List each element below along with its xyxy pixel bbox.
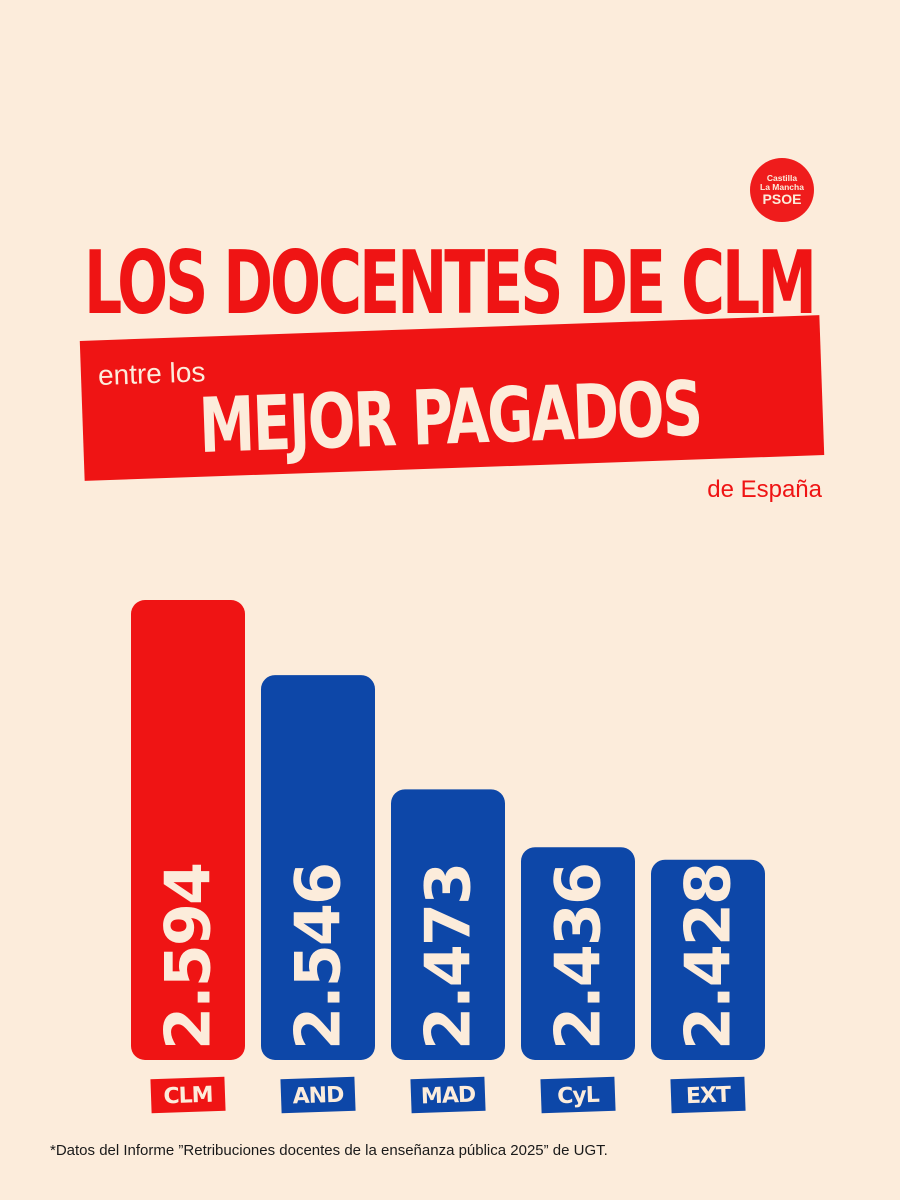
category-label-box (150, 1076, 226, 1114)
psoe-logo: Castilla La Mancha PSOE (750, 158, 814, 222)
bar-value-label: 2.594 (152, 864, 225, 1050)
footnote: *Datos del Informe ”Retribuciones docent… (50, 1142, 608, 1159)
category-label-box (670, 1076, 746, 1114)
category-label-box (280, 1076, 356, 1114)
category-label: MAD (421, 1083, 477, 1110)
bar-value-label: 2.436 (542, 864, 615, 1050)
logo-line-3: PSOE (762, 190, 802, 207)
bar-value-label: 2.546 (282, 864, 355, 1050)
bar-mad (391, 789, 505, 1060)
category-label-box (540, 1076, 616, 1114)
category-label-box (410, 1076, 486, 1114)
bar-value-label: 2.428 (672, 864, 745, 1050)
logo-line-2: La Mancha (760, 181, 804, 192)
category-label: AND (292, 1083, 344, 1110)
tagline: de España (707, 476, 822, 503)
category-label: CLM (163, 1083, 213, 1110)
logo-line-1: Castilla (766, 172, 798, 183)
bar-ext (651, 859, 765, 1060)
bar-clm (131, 600, 245, 1060)
bar-cyl (521, 847, 635, 1060)
headline: LOS DOCENTES DE CLM (84, 233, 817, 335)
bar-value-label: 2.473 (412, 864, 485, 1050)
category-label: EXT (686, 1083, 732, 1110)
bar-and (261, 675, 375, 1060)
category-label: CyL (557, 1083, 600, 1109)
